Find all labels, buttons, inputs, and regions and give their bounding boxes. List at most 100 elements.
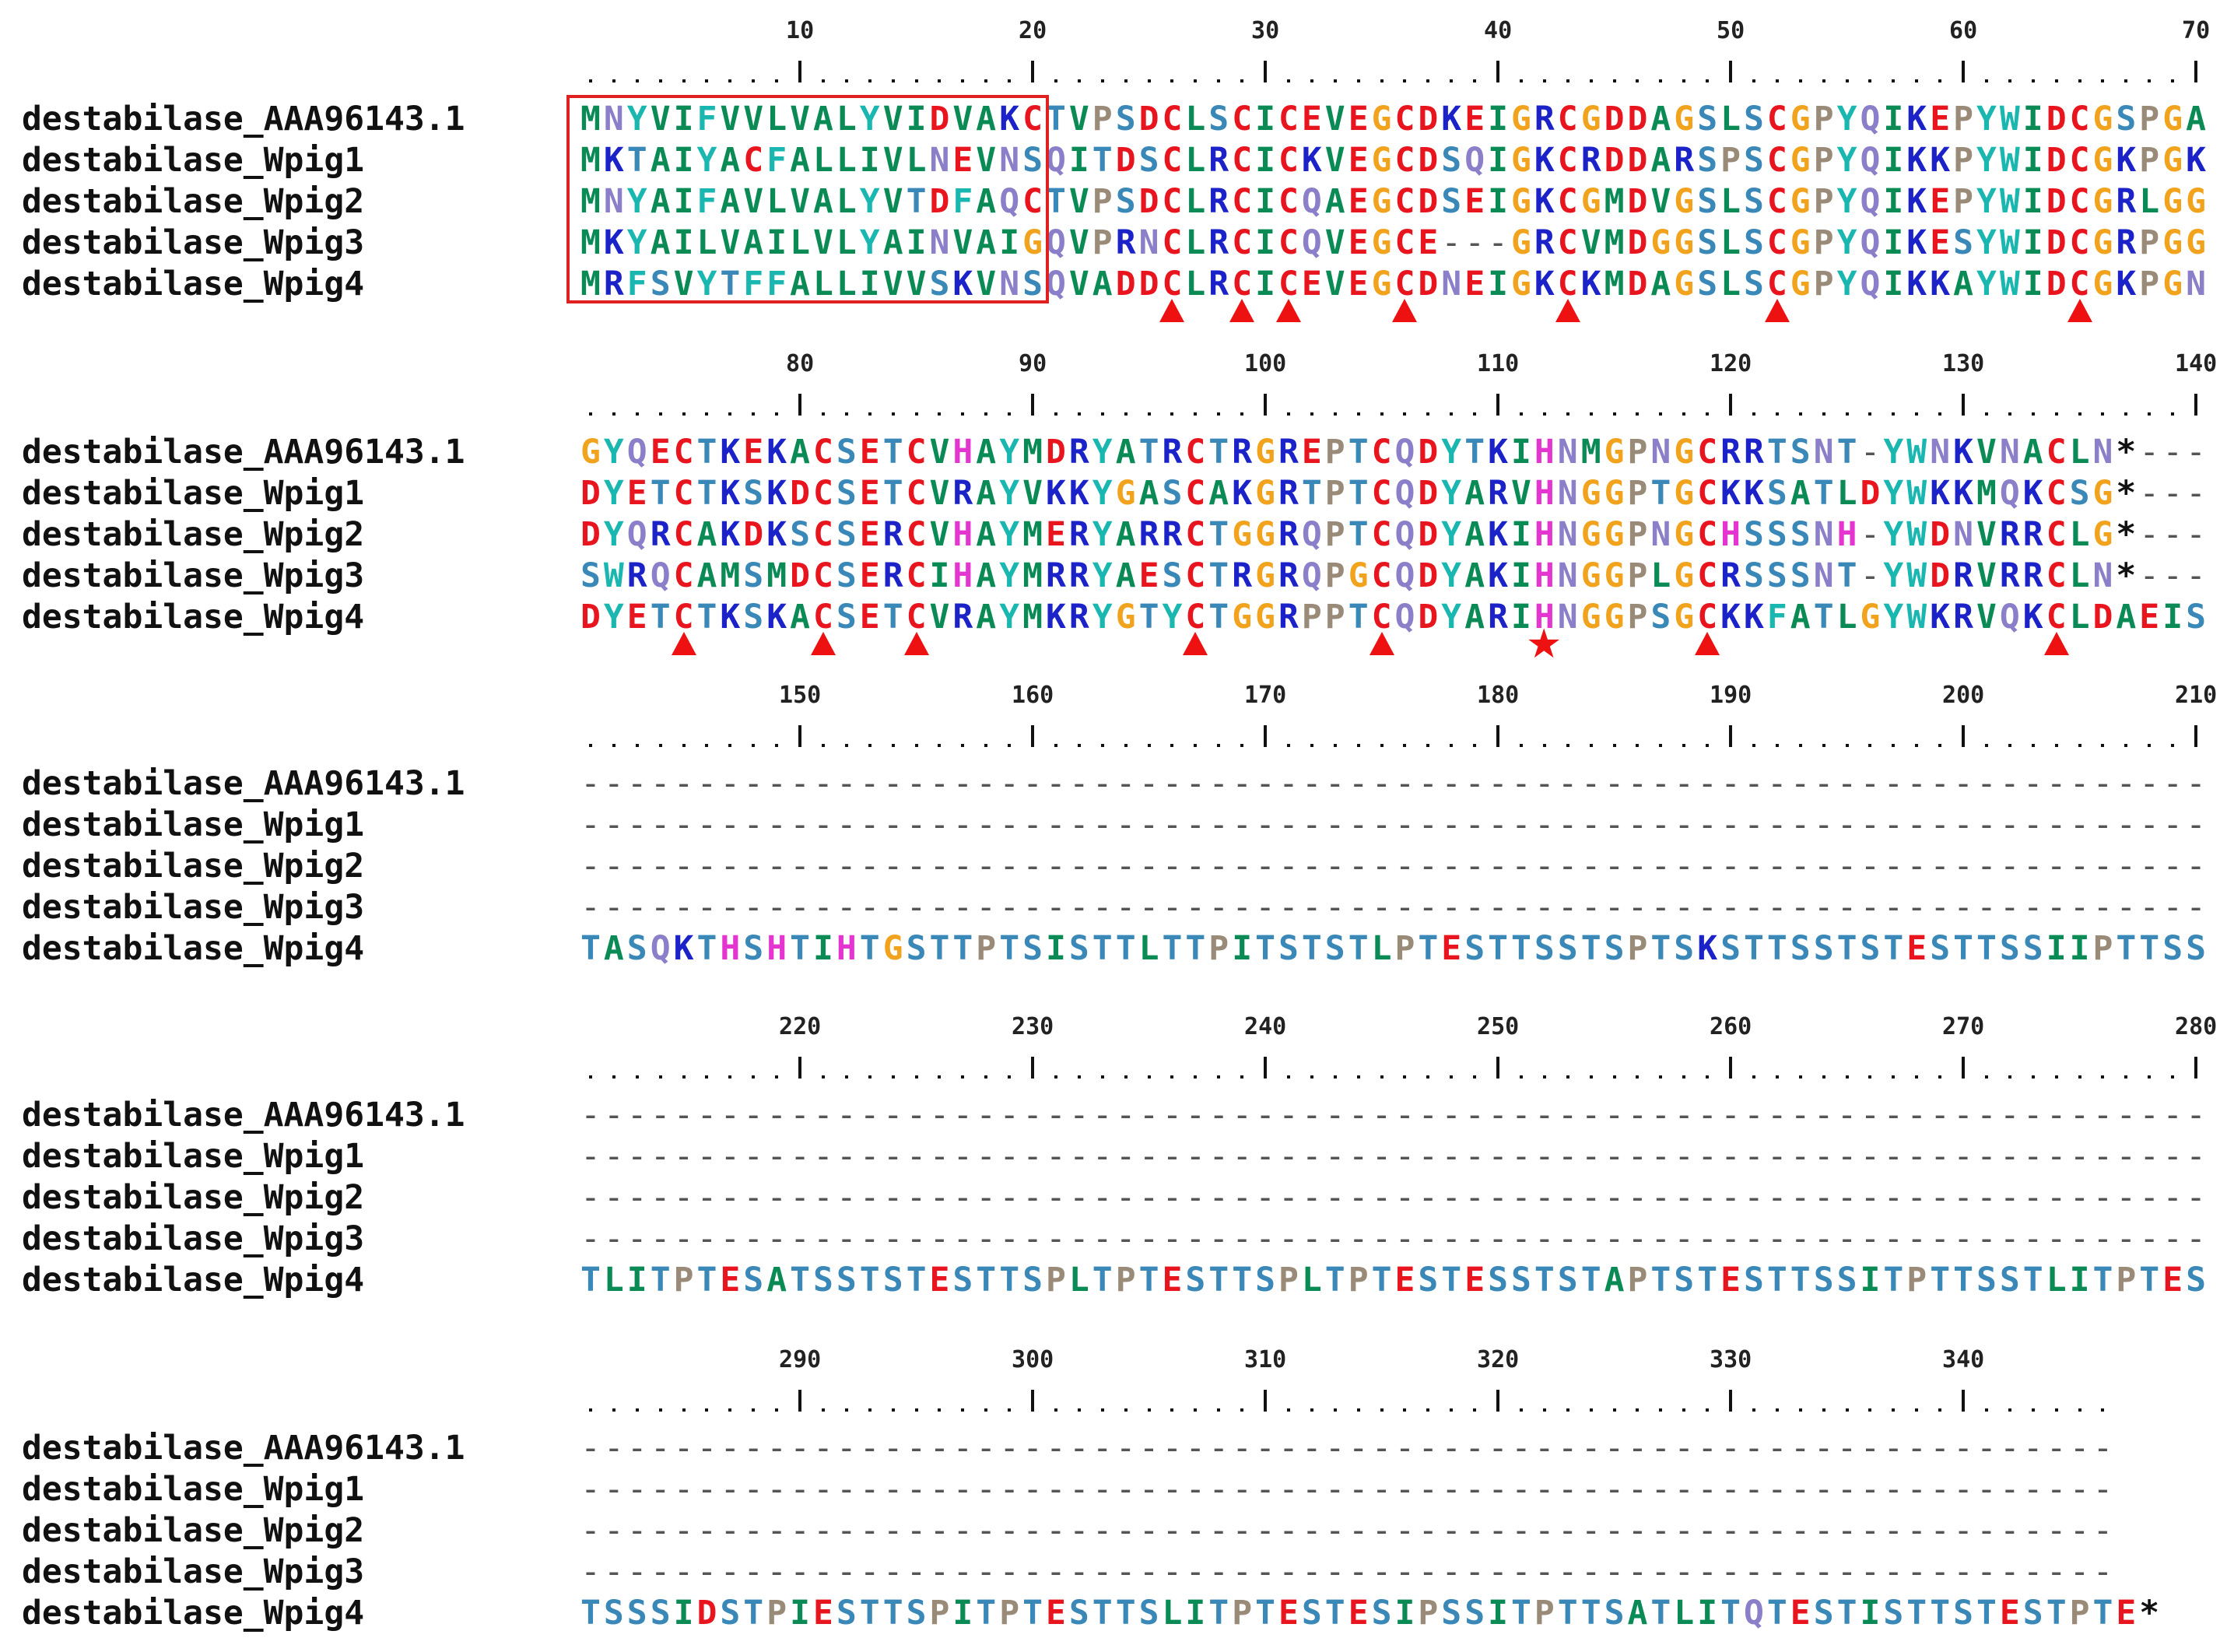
residue: T (1301, 929, 1322, 968)
gap-residue: - (720, 847, 741, 886)
ruler-dot (1612, 1075, 1616, 1079)
residue: R (1488, 474, 1508, 513)
residue: T (1650, 474, 1671, 513)
gap-residue: - (790, 1429, 810, 1468)
ruler-dot (1100, 1075, 1104, 1079)
ruler-dot (1403, 79, 1407, 82)
ruler-tick (1729, 1057, 1733, 1079)
residue: L (1162, 1594, 1183, 1633)
ruler-dot (775, 744, 779, 747)
gap-residue: - (836, 1137, 857, 1176)
residue: T (2022, 1261, 2043, 1300)
gap-residue: - (1324, 805, 1345, 844)
residue: V (1324, 100, 1345, 139)
gap-residue: - (999, 1219, 1020, 1258)
residue: C (906, 598, 927, 637)
ruler-dot (2171, 1075, 2175, 1079)
residue: P (1627, 929, 1648, 968)
residue: S (2186, 1261, 2206, 1300)
residue: L (2069, 556, 2090, 595)
gap-residue: - (2022, 805, 2043, 844)
residue: C (1232, 141, 1253, 180)
residue: D (1930, 556, 1951, 595)
residue: E (626, 474, 647, 513)
residue: S (1022, 1261, 1043, 1300)
residue: I (1488, 265, 1508, 303)
residue: N (603, 182, 624, 221)
residue: W (1906, 556, 1927, 595)
residue: I (1488, 141, 1508, 180)
gap-residue: - (1278, 1552, 1299, 1591)
gap-residue: - (836, 1470, 857, 1509)
ruler-dot (1798, 1075, 1802, 1079)
ruler-tick (1264, 725, 1268, 747)
ruler-dot (1286, 744, 1290, 747)
residue: G (1511, 141, 1531, 180)
ruler-dot (728, 1408, 732, 1412)
residue: Q (650, 929, 671, 968)
gap-residue: - (1301, 1429, 1322, 1468)
residue: I (1697, 1594, 1718, 1633)
gap-residue: - (1836, 1096, 1857, 1135)
gap-residue: - (696, 1137, 717, 1176)
ruler-dot (844, 412, 848, 416)
residue: C (1557, 141, 1578, 180)
gap-residue: - (813, 1552, 833, 1591)
residue: I (2022, 100, 2043, 139)
residue: Y (1092, 556, 1113, 595)
residue: R (626, 556, 647, 595)
ruler-dot (1845, 412, 1849, 416)
gap-residue: - (1650, 805, 1671, 844)
residue: I (1185, 1594, 1206, 1633)
ruler-dot (1938, 1408, 1942, 1412)
gap-residue: - (1394, 1178, 1415, 1217)
gap-residue: - (1441, 1219, 1462, 1258)
gap-residue: - (1022, 888, 1043, 927)
gap-residue: - (1092, 888, 1113, 927)
ruler-dot (588, 1075, 592, 1079)
gap-residue: - (743, 805, 764, 844)
residue: C (1394, 265, 1415, 303)
residue: I (1255, 223, 1275, 262)
ruler-dot (1892, 1408, 1896, 1412)
gap-residue: - (836, 1096, 857, 1135)
residue: T (1138, 433, 1159, 472)
ruler-dot (2171, 79, 2175, 82)
gap-residue: - (1534, 847, 1555, 886)
gap-residue: - (1720, 1511, 1741, 1550)
residue: L (766, 182, 787, 221)
residue: R (952, 474, 973, 513)
ruler-dot (914, 412, 918, 416)
residue: F (766, 141, 787, 180)
ruler-dot (2054, 79, 2058, 82)
ruler-dot (868, 412, 872, 416)
residue: H (1534, 474, 1555, 513)
residue: A (1650, 141, 1671, 180)
residue: S (882, 1261, 903, 1300)
ruler-dot (1566, 1075, 1569, 1079)
gap-residue: - (1860, 1219, 1881, 1258)
ruler-dot (1147, 412, 1151, 416)
gap-residue: - (1860, 1511, 1881, 1550)
gap-residue: - (1371, 1137, 1392, 1176)
gap-residue: - (1301, 1178, 1322, 1217)
residue: L (2069, 515, 2090, 554)
residue: Y (1441, 433, 1462, 472)
gap-residue: - (650, 1178, 671, 1217)
residue: C (1371, 474, 1392, 513)
gap-residue: - (929, 1552, 950, 1591)
residue: R (1580, 141, 1601, 180)
gap-residue: - (1813, 888, 1834, 927)
residue: M (1022, 515, 1043, 554)
gap-residue: - (1464, 1137, 1485, 1176)
residue: * (2116, 556, 2137, 595)
gap-residue: - (1488, 764, 1508, 803)
gap-residue: - (626, 1096, 647, 1135)
residue: T (882, 598, 903, 637)
gap-residue: - (1580, 1219, 1601, 1258)
gap-residue: - (1930, 888, 1951, 927)
gap-residue: - (1185, 1470, 1206, 1509)
residue: T (1511, 929, 1531, 968)
residue: G (2186, 223, 2206, 262)
gap-residue: - (1371, 1552, 1392, 1591)
